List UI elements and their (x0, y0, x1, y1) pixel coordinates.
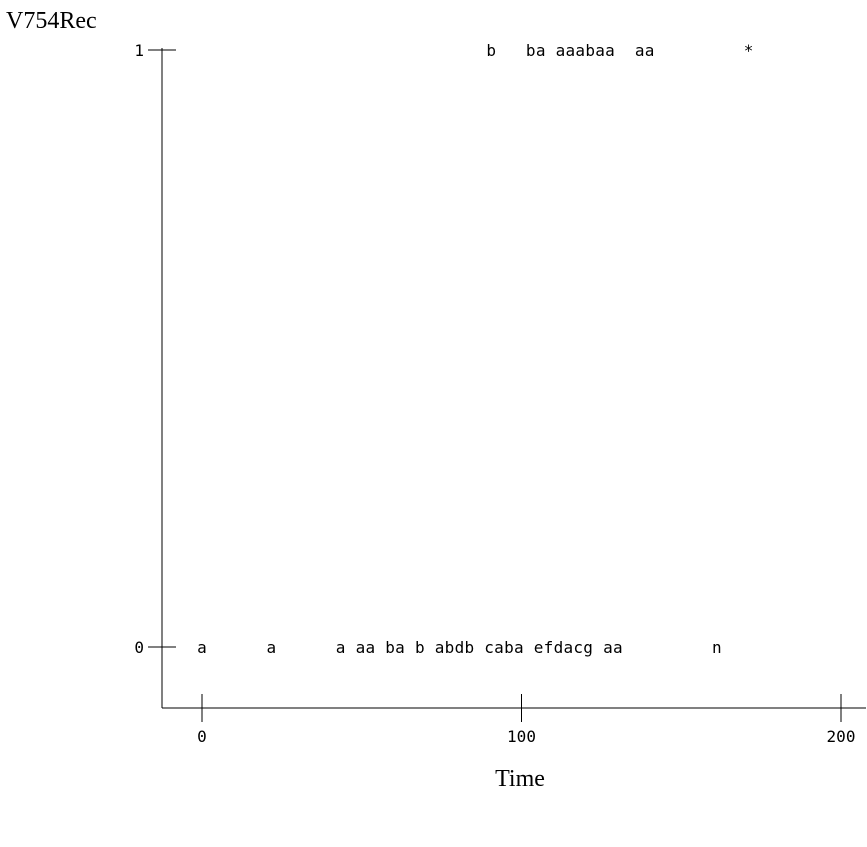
data-point-marker: a (356, 638, 366, 657)
data-point-marker: a (556, 41, 566, 60)
data-point-marker: d (455, 638, 465, 657)
tick-group: 0 100 200 0 1 (134, 41, 855, 746)
data-point-marker: a (395, 638, 405, 657)
data-point-marker: a (563, 638, 573, 657)
data-point-marker: b (415, 638, 425, 657)
x-tick-label: 0 (197, 727, 207, 746)
data-point-marker: a (336, 638, 346, 657)
data-point-marker: a (435, 638, 445, 657)
y-tick-label: 1 (134, 41, 144, 60)
data-marks: b b a a a a b a a a a *a a a a a b a b a b d b c a b a e f d a c g a a n (197, 41, 753, 657)
y-tick-label: 0 (134, 638, 144, 657)
x-tick-label: 200 (827, 727, 856, 746)
data-point-marker: a (613, 638, 623, 657)
data-point-marker: b (486, 41, 496, 60)
data-point-marker: a (365, 638, 375, 657)
x-axis-label: Time (495, 766, 545, 792)
data-point-marker: b (464, 638, 474, 657)
data-point-marker: b (385, 638, 395, 657)
data-point-marker: c (573, 638, 583, 657)
data-point-marker: a (566, 41, 576, 60)
data-point-marker: g (583, 638, 593, 657)
data-point-marker: c (484, 638, 494, 657)
data-point-marker: a (603, 638, 613, 657)
data-point-marker: * (744, 41, 754, 60)
data-point-marker: a (645, 41, 655, 60)
data-point-marker: a (575, 41, 585, 60)
axes (161, 48, 866, 709)
data-point-marker: a (514, 638, 524, 657)
data-point-marker: b (585, 41, 595, 60)
data-point-marker: a (605, 41, 615, 60)
data-point-marker: a (536, 41, 546, 60)
data-point-marker: a (266, 638, 276, 657)
data-point-marker: b (445, 638, 455, 657)
data-point-marker: a (494, 638, 504, 657)
data-point-marker: a (197, 638, 207, 657)
data-point-marker: b (526, 41, 536, 60)
y-axis-label: V754Rec (6, 8, 97, 34)
data-point-marker: d (554, 638, 564, 657)
data-point-marker: n (712, 638, 722, 657)
data-point-marker: f (544, 638, 554, 657)
x-tick-label: 100 (507, 727, 536, 746)
data-point-marker: a (635, 41, 645, 60)
data-point-marker: b (504, 638, 514, 657)
data-point-marker: a (595, 41, 605, 60)
data-point-marker: e (534, 638, 544, 657)
